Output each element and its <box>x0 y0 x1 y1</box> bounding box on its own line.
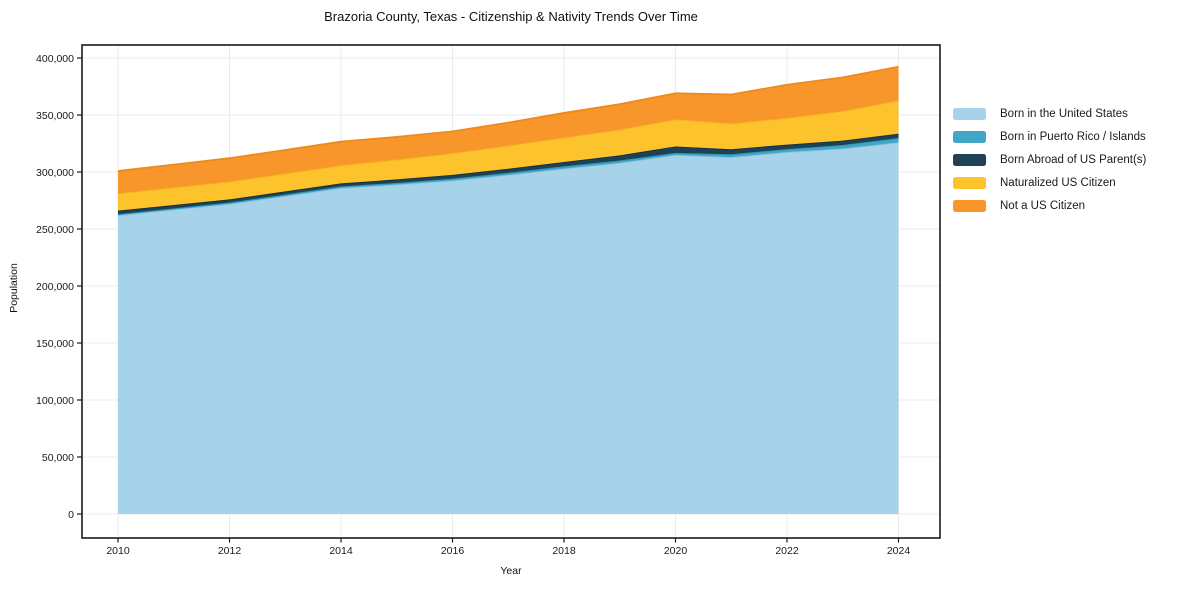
y-tick-label: 150,000 <box>36 338 74 350</box>
x-axis-label: Year <box>500 565 522 577</box>
area-naturalized-us-citizen <box>118 100 899 211</box>
y-tick-label: 350,000 <box>36 110 74 122</box>
x-tick-label: 2020 <box>664 545 688 557</box>
x-tick-label: 2012 <box>218 545 242 557</box>
legend-swatch-born-abroad-of-us-parent-s <box>953 153 986 166</box>
y-tick-label: 400,000 <box>36 53 74 65</box>
legend-item-born-in-the-united-states: Born in the United States <box>953 103 1146 126</box>
y-tick-label: 100,000 <box>36 395 74 407</box>
legend-swatch-not-a-us-citizen <box>953 199 986 212</box>
x-tick-label: 2024 <box>887 545 911 557</box>
legend-item-not-a-us-citizen: Not a US Citizen <box>953 194 1146 217</box>
area-born-in-the-united-states <box>118 142 899 515</box>
legend-label: Born in the United States <box>1000 108 1128 121</box>
legend-label: Naturalized US Citizen <box>1000 176 1116 189</box>
x-tick-label: 2014 <box>329 545 353 557</box>
legend-item-born-in-puerto-rico-islands: Born in Puerto Rico / Islands <box>953 126 1146 149</box>
chart-title: Brazoria County, Texas - Citizenship & N… <box>324 9 698 24</box>
x-axis-ticks: 2010 2012 2014 2016 2018 2020 2022 2024 <box>106 538 910 557</box>
y-tick-label: 0 <box>68 509 74 521</box>
y-tick-label: 50,000 <box>42 452 74 464</box>
legend-label: Born in Puerto Rico / Islands <box>1000 131 1146 144</box>
legend-swatch-born-in-the-united-states <box>953 108 986 121</box>
legend: Born in the United States Born in Puerto … <box>953 103 1146 217</box>
x-tick-label: 2018 <box>552 545 576 557</box>
legend-swatch-naturalized-us-citizen <box>953 176 986 189</box>
stacked-areas <box>117 65 899 515</box>
edge-not-a-us-citizen <box>117 65 899 172</box>
area-not-a-us-citizen <box>118 66 899 194</box>
x-tick-label: 2016 <box>441 545 465 557</box>
y-tick-label: 200,000 <box>36 281 74 293</box>
x-tick-label: 2022 <box>775 545 799 557</box>
x-tick-label: 2010 <box>106 545 130 557</box>
y-axis-label: Population <box>8 263 20 313</box>
legend-label: Born Abroad of US Parent(s) <box>1000 153 1147 166</box>
legend-item-born-abroad-of-us-parent-s: Born Abroad of US Parent(s) <box>953 149 1146 172</box>
y-tick-label: 250,000 <box>36 224 74 236</box>
plot-frame <box>81 44 941 539</box>
y-tick-label: 300,000 <box>36 167 74 179</box>
legend-item-naturalized-us-citizen: Naturalized US Citizen <box>953 171 1146 194</box>
legend-label: Not a US Citizen <box>1000 199 1086 212</box>
y-axis-ticks: 0 50,000 100,000 150,000 200,000 250,000 300,0… <box>36 53 82 521</box>
legend-swatch-born-in-puerto-rico-islands <box>953 131 986 144</box>
